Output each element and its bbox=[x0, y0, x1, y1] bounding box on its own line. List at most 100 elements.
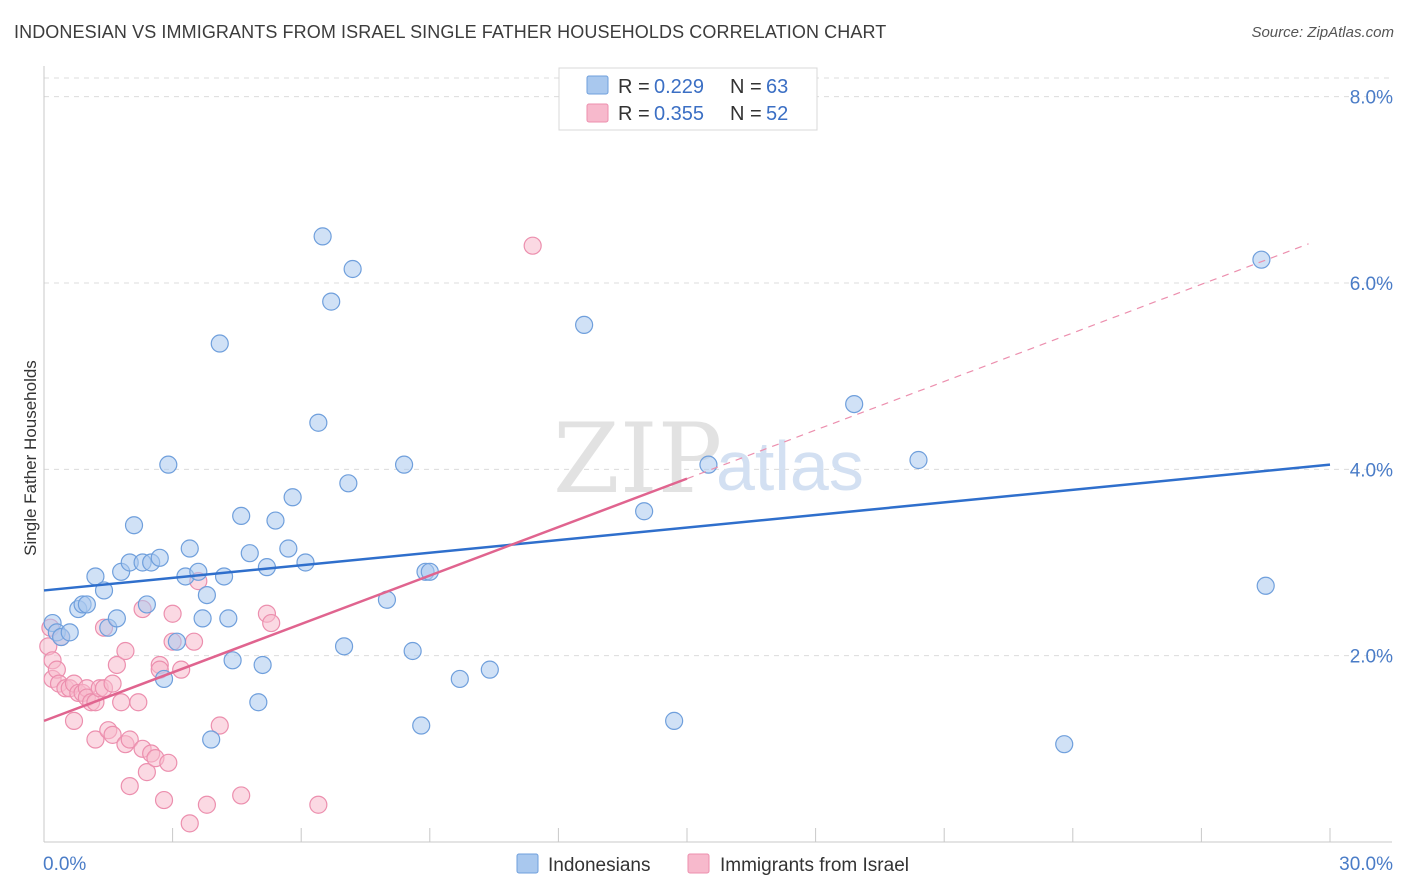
series-israel-points bbox=[39, 236, 542, 833]
trend-line-indonesians bbox=[43, 463, 1331, 592]
data-point bbox=[197, 795, 216, 814]
legend-n-value-1: 63 bbox=[766, 76, 788, 98]
data-point bbox=[210, 334, 229, 353]
data-point bbox=[266, 511, 285, 530]
data-point bbox=[309, 795, 328, 814]
data-point bbox=[120, 776, 139, 796]
data-point bbox=[210, 716, 229, 735]
data-point bbox=[180, 539, 199, 558]
series-indonesians-points bbox=[43, 227, 1275, 754]
data-point bbox=[403, 641, 422, 661]
data-point bbox=[635, 502, 654, 521]
data-point bbox=[112, 693, 131, 712]
data-point bbox=[124, 516, 144, 535]
data-point bbox=[202, 730, 221, 749]
data-point bbox=[154, 790, 174, 810]
data-point bbox=[86, 730, 105, 749]
trend-line-israel bbox=[43, 477, 688, 723]
legend-n-value-2: 52 bbox=[766, 103, 788, 125]
data-point bbox=[167, 632, 186, 651]
data-point bbox=[575, 315, 594, 335]
gridlines bbox=[44, 77, 1392, 657]
data-point bbox=[845, 394, 864, 414]
data-point bbox=[253, 655, 272, 675]
data-point bbox=[107, 609, 126, 628]
legend-swatch-israel bbox=[586, 103, 609, 123]
legend-r-label-1: R = bbox=[618, 76, 650, 98]
data-point bbox=[232, 506, 251, 526]
trend-lines bbox=[43, 243, 1331, 723]
data-point bbox=[60, 623, 79, 642]
data-point bbox=[163, 604, 182, 623]
y-tick-label: 4.0% bbox=[1350, 460, 1393, 481]
data-point bbox=[343, 259, 362, 279]
data-point bbox=[137, 595, 156, 614]
x-tick-label: 0.0% bbox=[43, 854, 86, 875]
y-tick-label: 6.0% bbox=[1350, 274, 1393, 295]
data-point bbox=[296, 553, 315, 572]
y-tick-label: 2.0% bbox=[1350, 647, 1393, 668]
legend-r-value-2: 0.355 bbox=[654, 103, 704, 125]
data-point bbox=[339, 474, 358, 493]
legend: R = 0.229 N = 63 R = 0.355 N = 52 bbox=[558, 67, 818, 131]
y-tick-labels: 2.0% 4.0% 6.0% 8.0% bbox=[1350, 88, 1393, 668]
y-axis-label: Single Father Households bbox=[21, 360, 40, 556]
data-point bbox=[412, 716, 431, 735]
bottom-legend-swatch-israel bbox=[687, 853, 710, 874]
legend-swatch-indonesians bbox=[586, 75, 609, 95]
chart-source: Source: ZipAtlas.com bbox=[1251, 24, 1394, 41]
data-point bbox=[699, 455, 718, 474]
data-point bbox=[77, 595, 96, 614]
bottom-legend-israel: Immigrants from Israel bbox=[720, 855, 909, 876]
data-point bbox=[309, 413, 328, 432]
bottom-legend-indonesians: Indonesians bbox=[548, 855, 650, 876]
data-point bbox=[249, 693, 268, 712]
data-point bbox=[1252, 250, 1271, 269]
data-point bbox=[334, 637, 354, 656]
legend-r-label-2: R = bbox=[618, 103, 650, 125]
data-point bbox=[665, 711, 684, 730]
data-point bbox=[450, 669, 469, 689]
data-point bbox=[219, 609, 238, 628]
trend-line-israel-extension bbox=[686, 243, 1309, 480]
data-point bbox=[909, 450, 928, 470]
y-tick-label: 8.0% bbox=[1350, 88, 1393, 109]
data-point bbox=[197, 585, 216, 605]
data-point bbox=[322, 292, 341, 311]
data-point bbox=[137, 763, 156, 782]
data-point bbox=[159, 753, 178, 772]
watermark-atlas: atlas bbox=[716, 427, 864, 505]
bottom-legend: Indonesians Immigrants from Israel bbox=[516, 853, 909, 876]
data-point bbox=[107, 655, 126, 675]
axes bbox=[43, 66, 1392, 843]
data-point bbox=[150, 548, 169, 567]
data-point bbox=[523, 236, 542, 255]
data-point bbox=[180, 814, 199, 833]
data-point bbox=[129, 693, 148, 712]
data-point bbox=[189, 562, 208, 581]
data-point bbox=[283, 488, 302, 507]
data-point bbox=[394, 455, 414, 474]
data-point bbox=[103, 725, 122, 744]
data-point bbox=[313, 227, 332, 246]
data-point bbox=[64, 711, 84, 730]
data-point bbox=[262, 613, 281, 633]
data-point bbox=[116, 641, 135, 661]
data-point bbox=[480, 660, 499, 679]
data-point bbox=[279, 539, 298, 558]
data-point bbox=[120, 730, 139, 749]
chart-title: INDONESIAN VS IMMIGRANTS FROM ISRAEL SIN… bbox=[14, 22, 887, 42]
data-point bbox=[103, 674, 122, 693]
data-point bbox=[159, 455, 178, 474]
legend-n-label-1: N = bbox=[730, 76, 762, 98]
bottom-legend-swatch-indonesians bbox=[516, 853, 539, 874]
data-point bbox=[240, 544, 259, 563]
data-point bbox=[193, 609, 212, 628]
legend-r-value-1: 0.229 bbox=[654, 76, 704, 98]
x-tick-label: 30.0% bbox=[1339, 854, 1393, 875]
legend-n-label-2: N = bbox=[730, 103, 762, 125]
data-point bbox=[232, 786, 251, 805]
data-point bbox=[223, 651, 242, 670]
x-tick-labels: 0.0% 30.0% bbox=[43, 854, 1393, 875]
